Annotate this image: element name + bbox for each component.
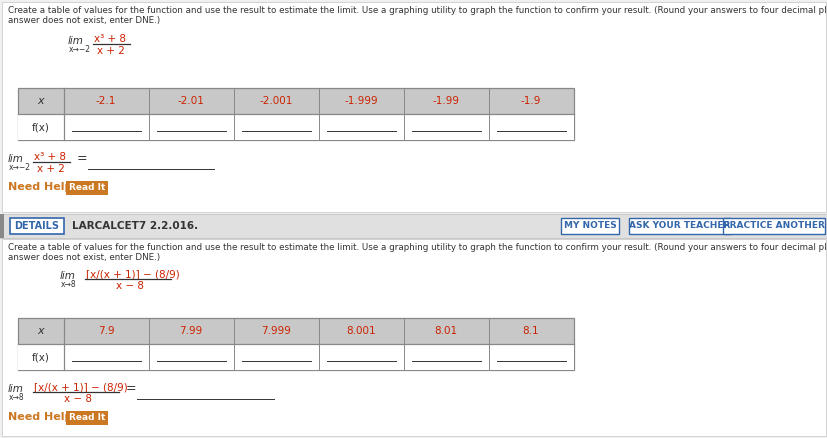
Text: x→−2: x→−2: [9, 163, 31, 172]
Bar: [2, 2, 825, 212]
Text: =: =: [77, 152, 88, 166]
Text: Need Help?: Need Help?: [8, 182, 79, 192]
Text: f(x): f(x): [32, 352, 50, 362]
Bar: [18, 318, 573, 370]
Bar: [10, 218, 64, 234]
Text: x − 8: x − 8: [64, 394, 92, 404]
Bar: [0, 214, 827, 238]
Text: -1.99: -1.99: [432, 96, 459, 106]
Text: -1.9: -1.9: [520, 96, 541, 106]
Text: 7.999: 7.999: [261, 326, 290, 336]
Text: 7.99: 7.99: [179, 326, 203, 336]
Text: =: =: [126, 382, 136, 396]
Text: 8.1: 8.1: [522, 326, 538, 336]
Text: MY NOTES: MY NOTES: [563, 222, 615, 230]
Text: Create a table of values for the function and use the result to estimate the lim: Create a table of values for the functio…: [8, 6, 827, 15]
Text: x→8: x→8: [9, 393, 25, 402]
Text: x + 2: x + 2: [97, 46, 125, 56]
Bar: [66, 181, 108, 195]
Text: 8.01: 8.01: [434, 326, 457, 336]
Text: 7.9: 7.9: [98, 326, 114, 336]
Bar: [18, 344, 573, 370]
Text: -1.999: -1.999: [344, 96, 377, 106]
Text: x→−2: x→−2: [69, 45, 91, 54]
Text: lim: lim: [8, 154, 24, 164]
Text: -2.1: -2.1: [96, 96, 116, 106]
Text: LARCALCET7 2.2.016.: LARCALCET7 2.2.016.: [72, 221, 198, 231]
Text: -2.001: -2.001: [259, 96, 292, 106]
Text: 8.001: 8.001: [346, 326, 375, 336]
Text: ASK YOUR TEACHER: ASK YOUR TEACHER: [629, 222, 729, 230]
Text: x − 8: x − 8: [116, 281, 144, 291]
Text: lim: lim: [60, 271, 76, 281]
Text: x→8: x→8: [61, 280, 77, 289]
Text: DETAILS: DETAILS: [15, 221, 60, 231]
Text: f(x): f(x): [32, 122, 50, 132]
Bar: [18, 114, 573, 140]
Bar: [2, 239, 825, 436]
Text: [x/(x + 1)] − (8/9): [x/(x + 1)] − (8/9): [86, 269, 179, 279]
Text: x + 2: x + 2: [37, 164, 65, 174]
Text: Read It: Read It: [69, 413, 105, 423]
Bar: [561, 218, 619, 234]
Text: x³ + 8: x³ + 8: [34, 152, 66, 162]
Text: [x/(x + 1)] − (8/9): [x/(x + 1)] − (8/9): [34, 382, 127, 392]
Bar: [18, 88, 573, 140]
Bar: [0, 214, 4, 238]
Text: x³ + 8: x³ + 8: [94, 34, 126, 44]
Text: answer does not exist, enter DNE.): answer does not exist, enter DNE.): [8, 16, 160, 25]
Text: Read It: Read It: [69, 184, 105, 192]
Text: Create a table of values for the function and use the result to estimate the lim: Create a table of values for the functio…: [8, 243, 827, 252]
Bar: [629, 218, 730, 234]
Text: x: x: [38, 96, 45, 106]
Text: Need Help?: Need Help?: [8, 412, 79, 422]
Text: answer does not exist, enter DNE.): answer does not exist, enter DNE.): [8, 253, 160, 262]
Text: lim: lim: [68, 36, 84, 46]
Text: lim: lim: [8, 384, 24, 394]
Text: -2.01: -2.01: [177, 96, 204, 106]
Text: x: x: [38, 326, 45, 336]
Text: PRACTICE ANOTHER: PRACTICE ANOTHER: [722, 222, 824, 230]
Bar: [66, 411, 108, 425]
Bar: [722, 218, 824, 234]
